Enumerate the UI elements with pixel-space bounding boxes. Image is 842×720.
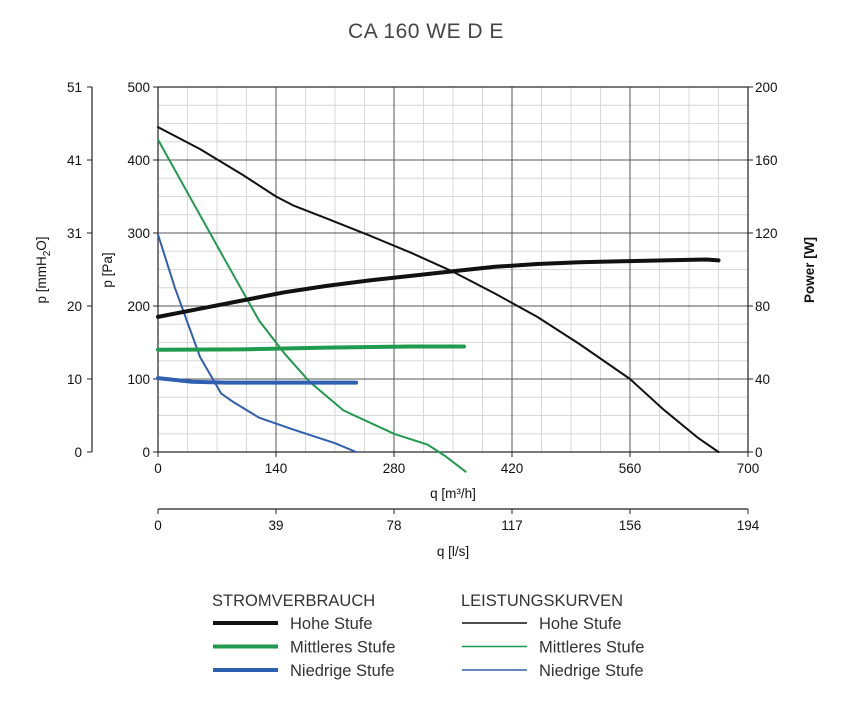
- y-right-tick-label: 160: [755, 153, 778, 168]
- y-right-tick-label: 40: [755, 372, 770, 387]
- y-right-tick-label: 80: [755, 299, 770, 314]
- x2-axis-label: q [l/s]: [437, 544, 469, 559]
- y-right-tick-label: 0: [755, 445, 763, 460]
- grid: [157, 86, 749, 453]
- x-tick-label: 0: [154, 461, 162, 476]
- axes: 0 100 200 300 400 500 0 10 20 31 41 51 0 40 80 120 160 20…: [67, 80, 778, 533]
- legend-group-title: LEISTUNGSKURVEN: [461, 592, 623, 610]
- x-tick-label: 700: [737, 461, 760, 476]
- x2-tick-label: 194: [737, 518, 760, 533]
- y-left2-tick-label: 51: [67, 80, 82, 95]
- y-left2-axis-label: p [mmH2O]: [34, 236, 53, 303]
- y-left-tick-label: 400: [127, 153, 150, 168]
- y-left-tick-label: 100: [127, 372, 150, 387]
- series-line-stromverbrauch-niedrige-stufe: [156, 376, 359, 385]
- y-left2-tick-label: 10: [67, 372, 82, 387]
- y-left-axis-label: p [Pa]: [100, 252, 115, 287]
- x2-tick-label: 0: [154, 518, 162, 533]
- series-line-stromverbrauch-hohe-stufe: [156, 257, 721, 319]
- y-left2-tick-label: 41: [67, 153, 82, 168]
- legend: STROMVERBRAUCH Hohe Stufe Mittleres Stufe N…: [212, 592, 644, 680]
- y-left-tick-label: 200: [127, 299, 150, 314]
- y-left2-tick-label: 0: [74, 445, 82, 460]
- series-line-leistungskurven-hohe-stufe: [157, 126, 720, 453]
- series-lines: [156, 126, 721, 473]
- y-right-axis-label: Power [W]: [802, 237, 817, 303]
- x2-tick-label: 117: [501, 518, 523, 533]
- plot-frame: [157, 86, 749, 453]
- y-right-tick-label: 200: [755, 80, 778, 95]
- x-tick-label: 560: [619, 461, 642, 476]
- y-left-tick-label: 0: [142, 445, 150, 460]
- y-right-tick-label: 120: [755, 226, 778, 241]
- x-tick-label: 140: [265, 461, 288, 476]
- legend-item-label: Hohe Stufe: [539, 615, 622, 633]
- legend-item-label: Hohe Stufe: [290, 615, 373, 633]
- y-left2-tick-label: 20: [67, 299, 82, 314]
- x-tick-label: 280: [383, 461, 406, 476]
- legend-group-title: STROMVERBRAUCH: [212, 592, 375, 610]
- legend-item-label: Mittleres Stufe: [290, 639, 395, 657]
- y-left-tick-label: 500: [127, 80, 150, 95]
- x2-tick-label: 78: [386, 518, 401, 533]
- y-left-tick-label: 300: [127, 226, 150, 241]
- chart-title: CA 160 WE D E: [348, 20, 504, 43]
- x2-tick-label: 39: [268, 518, 283, 533]
- legend-item-label: Mittleres Stufe: [539, 639, 644, 657]
- x2-tick-label: 156: [619, 518, 642, 533]
- x-axis-label: q [m³/h]: [430, 486, 476, 501]
- x-tick-label: 420: [501, 461, 524, 476]
- series-line-stromverbrauch-mittleres-stufe: [156, 344, 466, 352]
- y-left2-tick-label: 31: [67, 226, 82, 241]
- legend-item-label: Niedrige Stufe: [539, 662, 644, 680]
- legend-item-label: Niedrige Stufe: [290, 662, 395, 680]
